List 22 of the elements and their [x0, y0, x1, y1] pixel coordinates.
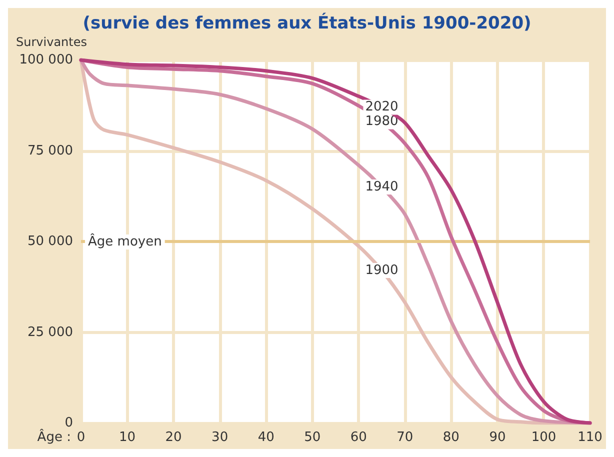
- x-tick-label: 60: [350, 430, 367, 445]
- x-tick-label: 100: [531, 430, 556, 445]
- x-tick-label: 20: [165, 430, 182, 445]
- ref-line-label: Âge moyen: [88, 232, 162, 250]
- y-tick-label: 25 000: [28, 324, 73, 340]
- chart-title: (survie des femmes aux États-Unis 1900-2020): [82, 12, 532, 34]
- x-tick-label: 50: [304, 430, 321, 445]
- y-tick-label: 50 000: [28, 234, 73, 249]
- x-tick-label: 0: [76, 430, 86, 445]
- x-tick-label: 80: [442, 430, 460, 445]
- x-tick-label: 30: [212, 430, 228, 445]
- x-tick-label: 40: [258, 430, 274, 445]
- y-axis-title: Survivantes: [16, 35, 87, 49]
- x-tick-label: 70: [396, 430, 414, 445]
- x-tick-label: 10: [119, 430, 136, 445]
- y-tick-label: 0: [64, 416, 73, 430]
- y-tick-label: 75 000: [28, 143, 73, 158]
- x-tick-label: 90: [489, 430, 506, 445]
- y-tick-label: 100 000: [19, 52, 73, 68]
- x-tick-label: 110: [578, 430, 602, 445]
- line-series: [79, 58, 592, 425]
- x-axis-title: Âge :: [37, 428, 71, 445]
